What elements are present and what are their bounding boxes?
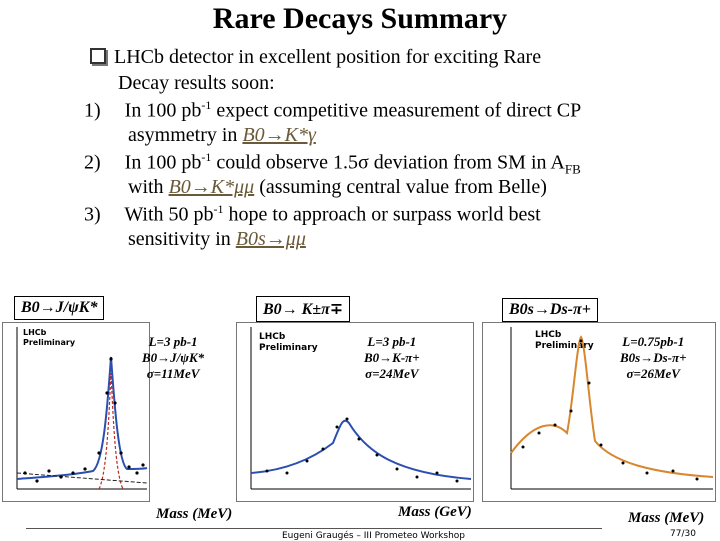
plot-2-svg: LHCb Preliminary [250, 327, 472, 490]
panel-2-label: B0→ K±π∓ [256, 296, 351, 322]
item-2-sup: -1 [201, 150, 212, 164]
intro-line-2: Decay results soon: [118, 72, 275, 94]
intro-bullet: LHCb detector in excellent position for … [90, 46, 541, 69]
plot-2-fit-curve [250, 419, 472, 480]
link-bs-mumu[interactable]: B0s→μμ [235, 228, 306, 250]
plot-1-fit-curve [16, 356, 148, 480]
plot-3-prelim: Preliminary [535, 341, 594, 351]
item-1-line-2: asymmetry in B0→K*γ [128, 124, 316, 147]
item-1: 1) In 100 pb-1 expect competitive measur… [84, 98, 581, 123]
item-2-text-c: with [128, 176, 169, 198]
plot-3-note: L=0.75pb-1 B0s→Ds-π+ σ=26MeV [620, 334, 687, 382]
plot-3: LHCb Preliminary [482, 322, 716, 502]
footer-text: Eugeni Graugés – III Prometeo Workshop [282, 531, 466, 541]
plot-1-prelim: Preliminary [23, 338, 76, 347]
item-1-text-a: In 100 pb [124, 99, 202, 122]
footer-divider [26, 528, 602, 529]
plot-3-note-sigma: σ=26MeV [626, 366, 680, 381]
plot-1-signal-curve [98, 372, 124, 490]
plot-3-svg: LHCb Preliminary [510, 327, 714, 490]
item-2-text-d: (assuming central value from Belle) [254, 176, 547, 198]
item-1-sup: -1 [201, 98, 212, 112]
square-bullet-icon [90, 48, 106, 64]
mass-label-2: Mass (GeV) [398, 504, 472, 520]
item-3-sup: -1 [213, 202, 224, 216]
plot-3-note-decay: B0s→Ds-π+ [620, 350, 687, 365]
item-1-text-c: asymmetry in [128, 124, 243, 146]
plot-1-note: L=3 pb-1 B0→J/ψK* σ=11MeV [142, 334, 204, 382]
mass-label-3: Mass (MeV) [628, 510, 705, 526]
plot-2: LHCb Preliminary [236, 322, 474, 502]
plot-1-note-lumi: L=3 pb-1 [148, 334, 198, 349]
plot-3-fit-curve [510, 335, 714, 478]
item-2-number: 2) [84, 151, 101, 174]
item-3: 3) With 50 pb-1 hope to approach or surp… [84, 202, 541, 227]
plot-2-note-sigma: σ=24MeV [365, 366, 419, 381]
item-1-number: 1) [84, 99, 101, 122]
item-3-text-c: sensitivity in [128, 228, 236, 250]
item-3-number: 3) [84, 203, 101, 226]
plot-3-lhcb: LHCb [535, 330, 562, 340]
page-title: Rare Decays Summary [212, 2, 508, 35]
mass-label-1: Mass (MeV) [156, 506, 233, 522]
panel-1-label: B0→J/ψK* [14, 296, 105, 320]
intro-text-1: LHCb detector in excellent position for … [114, 46, 542, 68]
plot-2-lhcb: LHCb [259, 332, 286, 342]
link-b0-kstar-mumu[interactable]: B0→K*μμ [168, 176, 255, 198]
plot-2-note: L=3 pb-1 B0→K-π+ σ=24MeV [364, 334, 420, 382]
panel-3-label: B0s→Ds-π+ [502, 298, 598, 322]
item-2-text-a: In 100 pb [124, 151, 202, 174]
plot-2-prelim: Preliminary [259, 343, 318, 353]
plot-1-note-sigma: σ=11MeV [146, 366, 200, 381]
item-2-sub: FB [564, 161, 581, 177]
item-2-text-b: could observe 1.5σ deviation from SM in … [211, 151, 565, 174]
item-3-text-a: With 50 pb [124, 203, 214, 226]
item-1-text-b: expect competitive measurement of direct… [211, 99, 582, 122]
item-3-line-2: sensitivity in B0s→μμ [128, 228, 306, 251]
plot-2-note-lumi: L=3 pb-1 [367, 334, 417, 349]
plot-1-lhcb: LHCb [23, 328, 47, 337]
plot-1-svg: LHCb Preliminary [16, 327, 148, 490]
item-3-text-b: hope to approach or surpass world best [223, 203, 541, 226]
plot-1-background-curve [16, 472, 148, 484]
link-b0-kstar-gamma[interactable]: B0→K*γ [242, 124, 316, 146]
page-number: 77/30 [670, 529, 696, 539]
plot-1: LHCb Preliminary [2, 322, 150, 502]
plot-3-note-lumi: L=0.75pb-1 [622, 334, 685, 349]
plot-2-note-decay: B0→K-π+ [364, 350, 420, 365]
item-2-line-2: with B0→K*μμ (assuming central value fro… [128, 176, 547, 199]
item-2: 2) In 100 pb-1 could observe 1.5σ deviat… [84, 150, 581, 178]
plot-1-note-decay: B0→J/ψK* [142, 350, 205, 365]
